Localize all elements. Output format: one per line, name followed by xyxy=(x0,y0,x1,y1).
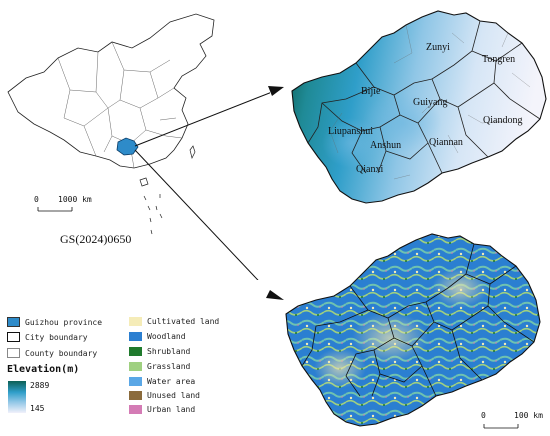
legend-swatch xyxy=(129,391,142,400)
legend-swatch xyxy=(129,347,142,356)
legend-label: Guizhou province xyxy=(25,317,103,327)
legend-swatch xyxy=(129,332,142,341)
legend-label: Cultivated land xyxy=(147,317,220,326)
legend-label: Urban land xyxy=(147,405,196,414)
city-label-anshun: Anshun xyxy=(370,140,402,151)
china-scale-bar xyxy=(37,207,73,212)
city-label-guiyang: Guiyang xyxy=(413,97,448,108)
elevation-min-label: 145 xyxy=(30,404,45,413)
elevation-county-boundaries xyxy=(329,24,531,180)
landuse-map xyxy=(285,233,541,429)
legend-label: Water area xyxy=(147,377,196,386)
city-label-qiandong: Qiandong xyxy=(483,115,523,126)
elevation-map xyxy=(291,10,547,204)
city-label-qianxi: Qianxi xyxy=(356,164,384,175)
elevation-max-label: 2889 xyxy=(30,381,50,390)
city-label-zunyi: Zunyi xyxy=(426,42,450,53)
legend-item-cultivated: Cultivated land xyxy=(129,317,219,326)
legend-item-unused: Unused land xyxy=(129,391,200,400)
legend-swatch xyxy=(129,405,142,414)
landuse-city-boundaries xyxy=(301,243,535,397)
china-scale-zero: 0 xyxy=(34,195,39,204)
legend-item-woodland: Woodland xyxy=(129,332,186,341)
legend-swatch xyxy=(129,377,142,386)
city-label-tongren: Tongren xyxy=(482,54,516,65)
legend-swatch xyxy=(129,362,142,371)
legend-label: Grassland xyxy=(147,362,191,371)
legend-swatch xyxy=(7,317,20,327)
legend-label: County boundary xyxy=(25,348,98,358)
legend-item-water: Water area xyxy=(129,377,195,386)
legend-item-grassland: Grassland xyxy=(129,362,190,371)
legend-item-county: County boundary xyxy=(7,348,97,358)
landuse-scale-label: 100 km xyxy=(514,411,543,420)
elevation-city-boundaries xyxy=(307,20,541,174)
legend-swatch xyxy=(7,332,20,342)
province-boundaries xyxy=(57,41,183,169)
elevation-color-ramp xyxy=(8,381,26,413)
china-scale-label: 1000 km xyxy=(58,195,92,204)
hainan-island xyxy=(139,177,149,187)
city-label-qiannan: Qiannan xyxy=(429,137,463,148)
legend-item-guizhou: Guizhou province xyxy=(7,317,102,327)
pointer-arrows xyxy=(134,92,270,280)
city-label-liupanshui: Liupanshui xyxy=(328,126,373,137)
legend-swatch xyxy=(7,348,20,358)
landuse-scale-zero: 0 xyxy=(481,411,486,420)
landuse-scale-bar xyxy=(483,424,519,429)
legend-label: Shrubland xyxy=(147,347,191,356)
elevation-legend-title: Elevation(m) xyxy=(7,364,80,375)
taiwan-island xyxy=(189,145,196,160)
legend-item-city: City boundary xyxy=(7,332,88,342)
map-approval-number: GS(2024)0650 xyxy=(60,232,132,246)
city-label-bijie: Bijie xyxy=(361,86,381,97)
south-china-sea-dashes xyxy=(143,194,163,235)
legend-item-urban: Urban land xyxy=(129,405,195,414)
legend-label: Woodland xyxy=(147,332,186,341)
legend-item-shrubland: Shrubland xyxy=(129,347,190,356)
legend-label: City boundary xyxy=(25,332,88,342)
china-overview-map xyxy=(7,13,270,280)
legend-swatch xyxy=(129,317,142,326)
legend-label: Unused land xyxy=(147,391,200,400)
